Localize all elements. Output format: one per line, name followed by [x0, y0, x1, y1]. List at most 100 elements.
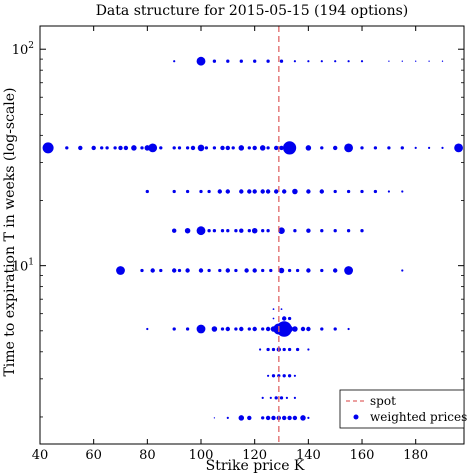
- data-point: [172, 327, 176, 331]
- data-point: [185, 189, 190, 194]
- legend-weighted-prices-marker: [353, 414, 359, 420]
- x-tick-label: 80: [139, 448, 156, 463]
- x-tick-label: 40: [32, 448, 49, 463]
- data-point: [293, 396, 296, 399]
- data-point: [172, 189, 176, 194]
- data-point: [295, 347, 300, 352]
- data-point: [360, 146, 364, 150]
- x-tick-label: 180: [403, 448, 428, 463]
- x-axis-label: Strike price K: [206, 458, 305, 474]
- data-point: [247, 415, 252, 421]
- data-point: [274, 189, 279, 194]
- data-point: [207, 229, 211, 233]
- data-point: [271, 347, 276, 352]
- data-point: [42, 142, 54, 154]
- data-point: [100, 146, 104, 150]
- data-point: [292, 188, 298, 195]
- data-point: [105, 146, 109, 150]
- data-point: [333, 145, 338, 151]
- data-point: [225, 189, 230, 194]
- data-point: [177, 146, 182, 150]
- data-point: [159, 268, 163, 273]
- data-point: [360, 60, 364, 63]
- y-tick-label: 101: [12, 258, 34, 275]
- data-point: [198, 268, 204, 273]
- data-point: [261, 396, 264, 399]
- data-point: [261, 416, 265, 420]
- data-point: [159, 146, 163, 150]
- data-point: [292, 326, 298, 332]
- data-point: [333, 268, 338, 273]
- data-point: [428, 146, 431, 149]
- data-point: [91, 145, 96, 151]
- y-axis-label: Time to expiration T in weeks (log-scale…: [2, 87, 18, 376]
- data-point: [172, 228, 177, 233]
- data-point: [225, 326, 230, 332]
- data-point: [252, 268, 257, 273]
- data-point: [185, 146, 190, 150]
- data-point: [225, 268, 230, 273]
- data-point: [212, 146, 217, 150]
- data-point: [266, 146, 270, 150]
- data-point: [173, 60, 176, 63]
- data-point: [131, 145, 137, 151]
- data-point: [272, 317, 275, 320]
- data-point: [282, 316, 287, 321]
- data-point: [414, 146, 417, 149]
- data-point: [320, 268, 324, 273]
- data-point: [196, 56, 206, 66]
- data-point: [279, 59, 284, 63]
- data-point: [148, 143, 158, 153]
- data-point: [428, 60, 430, 62]
- data-point: [185, 268, 190, 273]
- data-point: [172, 268, 177, 273]
- data-point: [346, 229, 351, 233]
- data-point: [274, 396, 278, 400]
- data-point: [226, 229, 230, 233]
- data-point: [253, 59, 257, 63]
- data-point: [265, 415, 271, 421]
- data-point: [267, 374, 270, 377]
- data-point: [145, 189, 149, 194]
- data-point: [306, 268, 311, 273]
- data-point: [271, 415, 276, 421]
- data-point: [283, 141, 297, 155]
- data-point: [360, 189, 364, 194]
- data-point: [319, 189, 324, 194]
- data-point: [333, 189, 337, 194]
- data-point: [196, 226, 206, 236]
- data-point: [320, 229, 324, 233]
- data-point: [287, 415, 292, 421]
- data-point: [239, 189, 244, 194]
- data-point: [269, 268, 273, 273]
- x-tick-label: 160: [350, 448, 375, 463]
- data-point: [441, 146, 444, 149]
- data-point: [306, 189, 311, 194]
- data-point: [220, 145, 225, 151]
- data-point: [278, 227, 285, 234]
- data-point: [320, 60, 323, 63]
- data-point: [401, 60, 403, 62]
- data-point: [247, 189, 252, 194]
- axis-ticks: 40 60 80 100 120 140 160 180 101 102: [12, 26, 464, 463]
- data-point: [265, 189, 271, 194]
- data-point: [360, 229, 364, 233]
- data-point: [238, 415, 245, 421]
- data-point: [307, 60, 310, 63]
- data-point: [226, 416, 229, 419]
- data-point: [295, 268, 300, 273]
- x-tick-label: 100: [189, 448, 214, 463]
- data-point: [292, 415, 298, 421]
- data-point: [287, 374, 292, 378]
- data-point: [287, 316, 292, 321]
- data-point: [184, 227, 191, 234]
- data-point: [123, 145, 129, 151]
- data-point: [118, 145, 123, 151]
- data-point: [276, 321, 292, 337]
- data-point: [373, 189, 378, 194]
- data-point: [334, 60, 337, 63]
- data-point: [185, 327, 190, 331]
- data-point: [217, 189, 222, 194]
- data-point: [177, 268, 182, 273]
- data-point: [293, 374, 296, 377]
